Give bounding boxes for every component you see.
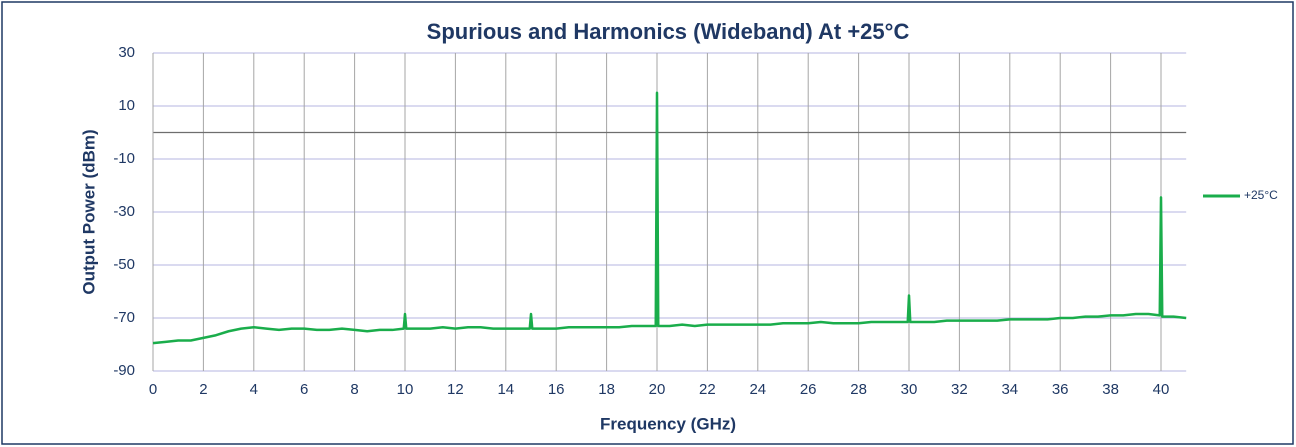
y-tick-label: 30 <box>118 44 135 61</box>
series-line <box>152 91 1187 345</box>
x-tick-label: 4 <box>250 381 258 398</box>
x-tick-label: 20 <box>649 381 666 398</box>
x-tick-label: 2 <box>199 381 207 398</box>
y-tick-label: -90 <box>113 362 135 379</box>
x-tick-label: 24 <box>749 381 766 398</box>
x-tick-label: 26 <box>800 381 817 398</box>
y-tick-label: -30 <box>113 203 135 220</box>
y-tick-label: 10 <box>118 97 135 114</box>
x-tick-label: 36 <box>1052 381 1069 398</box>
x-axis-title: Frequency (GHz) <box>600 414 736 433</box>
y-tick-label: -70 <box>113 309 135 326</box>
x-tick-label: 38 <box>1102 381 1119 398</box>
x-tick-label: 32 <box>951 381 968 398</box>
x-tick-label: 16 <box>548 381 565 398</box>
x-tick-label: 14 <box>497 381 514 398</box>
x-tick-label: 34 <box>1001 381 1018 398</box>
x-tick-label: 8 <box>350 381 358 398</box>
x-tick-label: 10 <box>397 381 414 398</box>
legend-label: +25°C <box>1244 188 1278 202</box>
x-tick-label: 28 <box>850 381 867 398</box>
chart-title: Spurious and Harmonics (Wideband) At +25… <box>427 19 910 44</box>
x-tick-label: 6 <box>300 381 308 398</box>
x-tick-label: 12 <box>447 381 464 398</box>
y-axis-title: Output Power (dBm) <box>79 129 98 294</box>
x-tick-label: 40 <box>1153 381 1170 398</box>
y-tick-label: -50 <box>113 256 135 273</box>
x-tick-label: 0 <box>149 381 157 398</box>
x-tick-label: 22 <box>699 381 716 398</box>
x-tick-label: 30 <box>901 381 918 398</box>
y-tick-label: -10 <box>113 150 135 167</box>
x-tick-label: 18 <box>598 381 615 398</box>
